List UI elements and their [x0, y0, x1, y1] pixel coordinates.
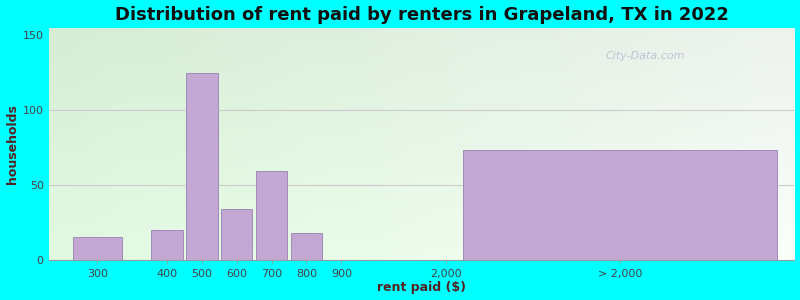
Bar [256, 171, 287, 260]
Bar [73, 237, 122, 260]
Text: City-Data.com: City-Data.com [606, 51, 685, 61]
Title: Distribution of rent paid by renters in Grapeland, TX in 2022: Distribution of rent paid by renters in … [114, 6, 729, 24]
Bar [151, 230, 182, 260]
Bar [221, 209, 253, 260]
Bar [291, 233, 322, 260]
Bar [463, 151, 777, 260]
Bar [186, 73, 218, 260]
Y-axis label: households: households [6, 104, 18, 184]
X-axis label: rent paid ($): rent paid ($) [377, 281, 466, 294]
